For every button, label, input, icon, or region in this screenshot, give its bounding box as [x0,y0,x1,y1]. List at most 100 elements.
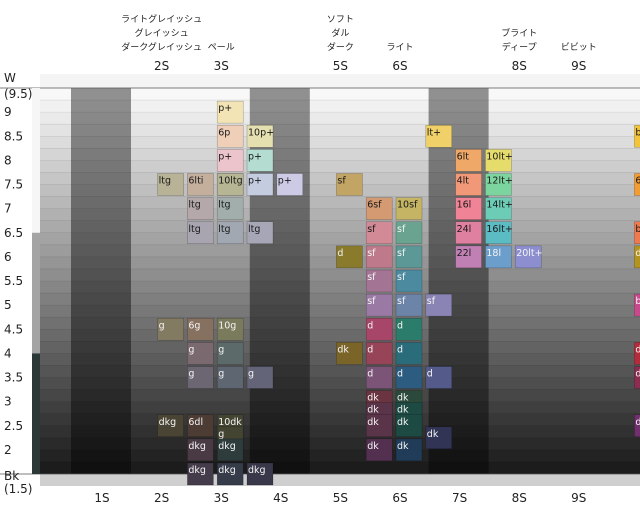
y-tick-label: (1.5) [4,482,32,496]
tone-swatch [485,221,512,244]
tone-label: 10lt+ [486,151,512,162]
tone-label: d [367,320,373,331]
tone-label: dkg [188,465,206,476]
tone-cell: p+ [246,149,274,172]
tone-swatch [395,221,423,244]
tone-label: p+ [248,176,262,187]
tone-label: sf [397,296,406,307]
tone-cell: sf [395,269,423,293]
tone-cell: sf [395,293,423,317]
tone-swatch [216,462,244,486]
top-column-label: 2S [154,59,169,73]
tone-swatch [455,221,482,244]
tone-label: 12lt+ [486,176,512,187]
tone-label: 6b [635,176,640,187]
tone-swatch [395,342,423,365]
value-band [40,281,640,294]
x-tick-label: 9S [571,491,586,505]
tone-label: sf [427,296,436,307]
x-axis-labels: 1S 2S 3S 4S 5S 6S 7S 8S 9S [94,491,586,505]
tone-swatch [216,342,244,365]
tone-cell: p+ [246,173,274,196]
value-band [40,88,640,101]
tone-cell: p+ [216,149,244,172]
tone-label: 6lt [457,151,470,162]
tone-swatch [246,366,274,389]
tone-label: dk [367,441,379,452]
tone-label: db [635,417,640,428]
top-column-labels: 2S 3S 5S 6S 8S 9S [154,59,586,73]
tone-swatch [157,173,184,196]
tone-swatch [246,149,274,172]
y-tick-label: W [4,71,16,85]
y-tick-label: (9.5) [4,87,32,101]
tone-label: 10sf [397,200,418,211]
tone-cell: 6g [187,318,214,341]
tone-swatch [365,269,393,293]
tone-cell: ltg [187,221,214,244]
x-tick-label: 2S [154,491,169,505]
tone-swatch [634,221,640,244]
tone-label: dk [367,405,379,416]
side-step-mid [32,232,40,354]
y-tick-label: 7.5 [4,178,23,192]
tone-cell: dk [395,438,423,462]
top-column-label: 6S [392,59,407,73]
tone-label: d [397,369,403,380]
tone-cell: ltg [187,197,214,220]
value-band [40,124,640,137]
tone-swatch [365,293,393,317]
tone-cell: 24l [455,221,482,244]
tone-label: b [635,224,640,235]
dark-column-stripe [71,88,131,474]
tone-label: g [188,344,194,355]
value-band [40,100,640,113]
tone-cell: dkg [187,438,214,462]
x-tick-label: 6S [392,491,407,505]
tone-cell: g [187,342,214,365]
tone-group-name: ダークグレイッシュ [121,41,202,53]
tone-label: ltg [188,200,200,211]
top-column-label: 5S [333,59,348,73]
tone-swatch [425,426,453,450]
y-tick-label: 7 [4,202,12,216]
tone-label: 6g [188,320,200,331]
tone-label: sf [367,224,376,235]
tone-swatch [246,462,274,486]
tone-swatch [425,293,453,317]
tone-swatch [216,149,244,172]
tone-group-name: ライト [386,42,413,53]
tone-cell: dk [336,342,363,365]
tone-label: d [397,344,403,355]
tone-group-name: ライトグレイッシュ [121,13,202,25]
tone-label: d [427,369,433,380]
y-tick-label: 4.5 [4,322,23,336]
tone-group-name: ダル [331,27,349,39]
tone-swatch [187,462,214,486]
tone-swatch [187,318,214,341]
tone-swatch [485,245,512,269]
x-tick-label: 4S [273,491,288,505]
tone-swatch [634,366,640,389]
tone-swatch [246,125,274,148]
tone-swatch [455,173,482,196]
tone-swatch [365,438,393,462]
tone-label: p+ [218,103,232,114]
tone-cell: 10sf [395,197,423,220]
tone-cell: d [365,366,393,389]
tone-swatch [395,269,423,293]
tone-cell: 6p [216,125,244,148]
top-column-label: 3S [214,59,229,73]
tone-cell: sf [365,293,393,317]
tone-cell: dk [425,426,453,450]
tone-swatch [395,414,423,437]
tone-label: sf [397,248,406,259]
tone-swatch [365,342,393,365]
tone-label: g [218,344,224,355]
tone-label: 16l [457,200,472,211]
tone-cell: ltg [246,221,274,244]
tone-swatch [216,197,244,220]
tone-cell: d [365,342,393,365]
y-tick-label: 8 [4,153,12,167]
tone-group-name: ペール [208,43,235,53]
